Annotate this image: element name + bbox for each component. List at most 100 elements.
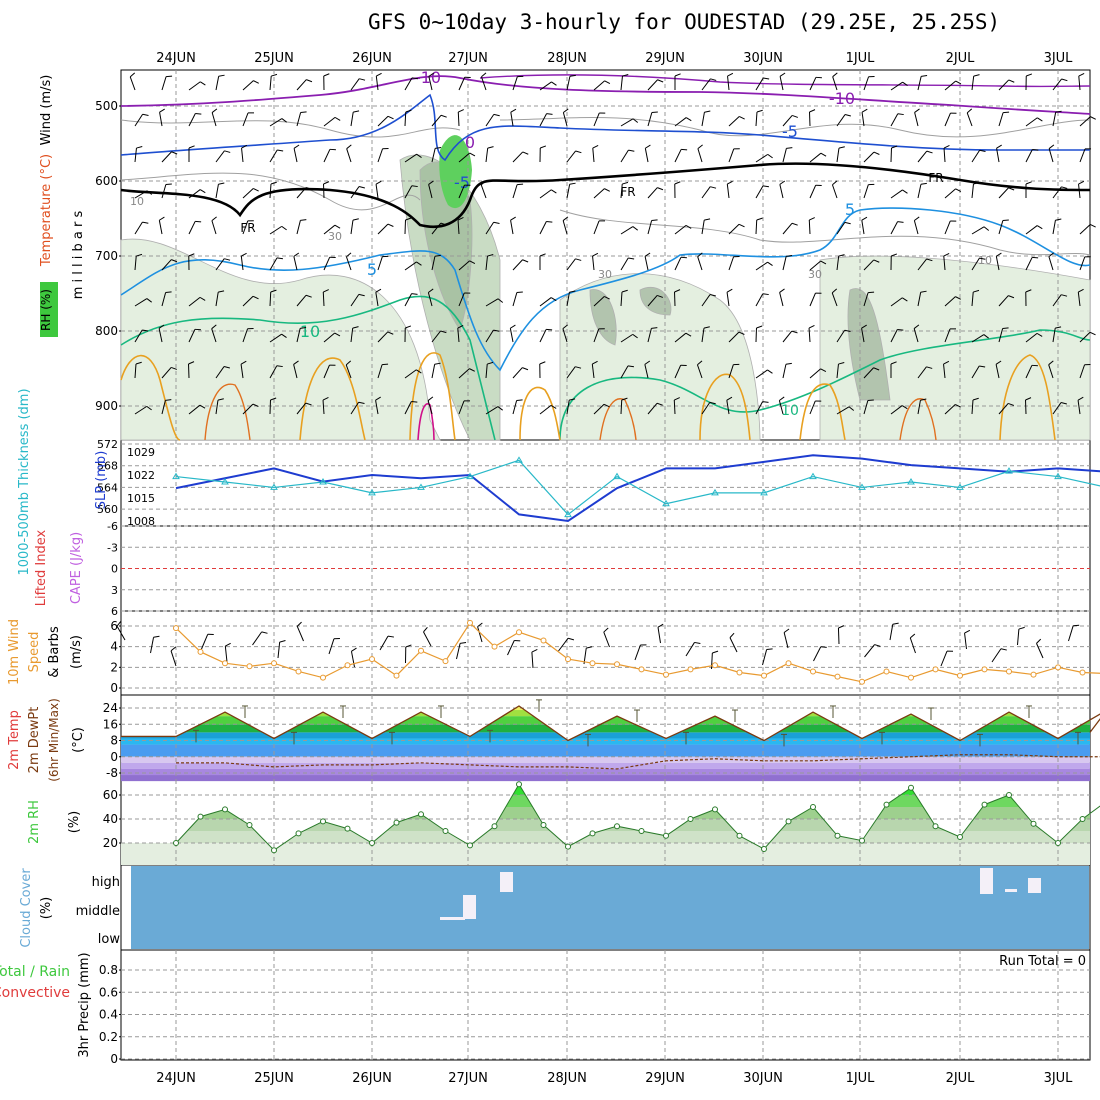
surface-wind-barb: [603, 631, 610, 648]
panel-frame-wind10: [120, 610, 1091, 696]
upper-wind-barb: [913, 220, 919, 235]
wind-speed-marker: [418, 647, 424, 654]
surface-wind-barb: [531, 649, 538, 653]
rh-shade: [639, 287, 672, 316]
day-label-top: 26JUN: [352, 51, 392, 66]
temperature-contour: [519, 386, 561, 441]
upper-wind-barb: [890, 361, 897, 365]
upper-wind-barb: [943, 360, 950, 365]
upper-wind-barb: [902, 81, 908, 87]
axis-label: Cloud Cover: [19, 868, 34, 948]
surface-wind-barb: [350, 651, 355, 668]
surface-wind-barb: [170, 646, 177, 652]
upper-wind-barb: [972, 397, 979, 401]
contour-label: 10: [978, 254, 992, 267]
wind-speed-marker: [442, 658, 449, 665]
upper-wind-barb: [345, 256, 352, 271]
y-tick-label-right: 1015: [127, 492, 155, 505]
upper-wind-barb: [562, 112, 568, 127]
surface-wind-barb: [296, 626, 304, 642]
surface-wind-barb: [694, 641, 701, 645]
upper-wind-barb: [188, 329, 196, 343]
upper-wind-barb: [242, 295, 254, 307]
contour-label: 30: [328, 230, 342, 243]
surface-wind-barb: [964, 629, 971, 634]
upper-wind-barb: [350, 78, 360, 91]
temperature-contour: [409, 352, 456, 441]
surface-wind-barb: [507, 640, 515, 656]
upper-wind-barb: [293, 144, 300, 149]
upper-wind-barb: [944, 328, 951, 343]
surface-wind-barb: [711, 652, 713, 670]
upper-wind-barb: [142, 221, 149, 224]
upper-wind-barb: [809, 185, 817, 199]
upper-wind-barb: [551, 189, 557, 194]
rh-shade: [847, 288, 891, 401]
upper-wind-barb: [281, 333, 287, 339]
wind-speed-marker: [222, 660, 228, 667]
upper-wind-barb: [458, 77, 466, 91]
day-label-top: 2JUL: [946, 51, 976, 66]
temperature-contour: [999, 354, 1056, 441]
upper-wind-barb: [620, 399, 623, 415]
y-tick-label-right: 1008: [127, 515, 155, 528]
upper-wind-barb: [493, 329, 500, 332]
upper-wind-barb: [199, 189, 206, 194]
upper-wind-barb: [701, 294, 711, 307]
day-label-bottom: 24JUN: [156, 1071, 196, 1086]
upper-wind-barb: [411, 401, 418, 403]
rh-band: [121, 831, 1090, 843]
upper-wind-barb: [709, 401, 716, 405]
upper-wind-barb: [701, 328, 705, 343]
upper-wind-barb: [296, 112, 302, 127]
upper-wind-barb: [134, 221, 143, 235]
upper-wind-barb: [522, 151, 529, 155]
surface-wind-barb: [783, 628, 790, 633]
upper-wind-barb: [844, 329, 851, 332]
upper-wind-barb: [971, 149, 981, 163]
upper-wind-barb: [493, 221, 500, 224]
wind-speed-marker: [197, 648, 204, 655]
y-tick-label: 0.8: [99, 963, 118, 977]
upper-wind-barb: [334, 116, 341, 121]
contour-label: -5: [782, 122, 798, 141]
upper-wind-barb: [346, 144, 352, 150]
wind-speed-marker: [859, 678, 865, 685]
upper-wind-barb: [566, 76, 571, 91]
upper-wind-barb: [377, 256, 383, 271]
upper-wind-barb: [512, 76, 518, 91]
y-tick-label: middle: [76, 904, 120, 919]
temperature-contour: [120, 75, 1091, 115]
upper-wind-barb: [782, 115, 793, 127]
upper-wind-barb: [728, 256, 735, 271]
temperature-contour: [799, 383, 846, 441]
surface-wind-barb: [1018, 626, 1025, 630]
day-label-bottom: 30JUN: [743, 1071, 783, 1086]
upper-wind-barb: [966, 112, 973, 127]
upper-wind-barb: [863, 259, 875, 271]
upper-wind-barb: [628, 149, 635, 152]
upper-wind-barb: [620, 333, 634, 343]
upper-wind-barb: [792, 114, 799, 118]
upper-wind-barb: [353, 110, 360, 113]
wind-speed-marker: [834, 673, 841, 680]
upper-wind-barb: [387, 223, 394, 227]
upper-wind-barb: [387, 115, 394, 120]
contour-label: FR: [928, 171, 943, 185]
upper-wind-barb: [831, 288, 838, 294]
temperature-contour: [120, 354, 181, 441]
upper-wind-barb: [644, 256, 649, 271]
day-label-top: 30JUN: [743, 51, 783, 66]
upper-wind-barb: [404, 401, 412, 415]
panel-frame-slp: [120, 439, 1091, 527]
upper-wind-barb: [809, 109, 816, 113]
axis-label: 2m DewPt: [27, 707, 42, 774]
upper-wind-barb: [188, 81, 201, 91]
upper-wind-barb: [1061, 78, 1068, 82]
upper-wind-barb: [136, 146, 143, 149]
upper-wind-barb: [562, 324, 568, 330]
day-label-bottom: 2JUL: [946, 1071, 976, 1086]
thickness-marker: [711, 488, 719, 496]
surface-wind-barb: [252, 631, 263, 646]
upper-wind-barb: [592, 252, 599, 257]
